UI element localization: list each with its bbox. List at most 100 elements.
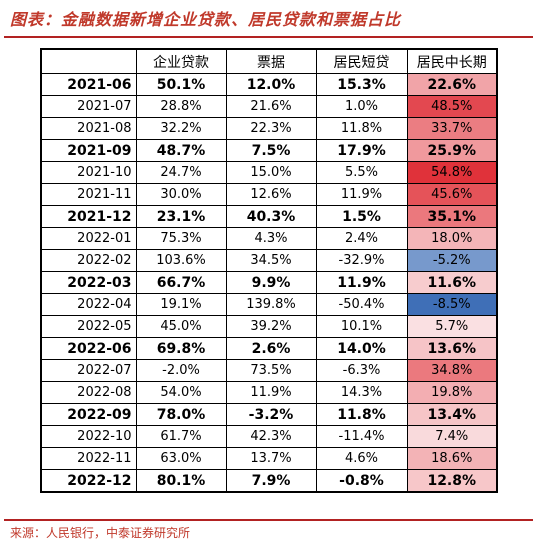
table-cell: 7.5% [225,139,317,162]
table-cell: 21.6% [225,95,317,118]
table-cell: 45.0% [135,315,227,338]
chart-title: 图表：金融数据新增企业贷款、居民贷款和票据占比 [10,10,402,29]
table-cell: 9.9% [225,271,317,294]
heat-cell: 18.0% [406,227,498,250]
table-cell: 39.2% [225,315,317,338]
heat-cell: 12.8% [406,469,498,493]
heat-cell: 5.7% [406,315,498,338]
table-cell: 12.0% [225,73,317,96]
table-row: 2022-02 103.6% 34.5% -32.9% -5.2% [40,249,498,272]
table-row: 2022-06 69.8% 2.6% 14.0% 13.6% [40,337,498,360]
table-cell: 30.0% [135,183,227,206]
table-cell: 15.0% [225,161,317,184]
heat-cell: 22.6% [406,73,498,96]
heat-cell: 35.1% [406,205,498,228]
heat-cell: 11.6% [406,271,498,294]
source-note: 来源：人民银行，中泰证券研究所 [10,526,191,540]
table-cell: 34.5% [225,249,317,272]
table-row: 2021-09 48.7% 7.5% 17.9% 25.9% [40,139,498,162]
table-cell: 139.8% [225,293,317,316]
table-body: 2021-06 50.1% 12.0% 15.3% 22.6% 2021-07 28.8% 2… [40,73,498,493]
table-row: 2022-09 78.0% -3.2% 11.8% 13.4% [40,403,498,426]
row-label: 2021-06 [40,73,137,96]
column-header-household-short-loans: 居民短贷 [315,48,408,74]
table-cell: 42.3% [225,425,317,448]
row-label: 2022-06 [40,337,137,360]
table-cell: 11.8% [315,403,408,426]
table-cell: 12.6% [225,183,317,206]
row-label: 2022-01 [40,227,137,250]
table-row: 2021-08 32.2% 22.3% 11.8% 33.7% [40,117,498,140]
table-cell: 103.6% [135,249,227,272]
top-rule [4,36,533,38]
table-cell: 14.3% [315,381,408,404]
table-row: 2022-03 66.7% 9.9% 11.9% 11.6% [40,271,498,294]
row-label: 2022-10 [40,425,137,448]
bottom-rule [4,519,533,521]
row-label: 2022-04 [40,293,137,316]
table-cell: 14.0% [315,337,408,360]
table-cell: 7.9% [225,469,317,493]
row-label: 2021-07 [40,95,137,118]
heat-cell: -8.5% [406,293,498,316]
table-cell: 54.0% [135,381,227,404]
table-cell: 75.3% [135,227,227,250]
table-row: 2021-06 50.1% 12.0% 15.3% 22.6% [40,73,498,96]
heat-cell: 13.4% [406,403,498,426]
table-cell: 73.5% [225,359,317,382]
row-label: 2021-09 [40,139,137,162]
table-cell: 15.3% [315,73,408,96]
row-label: 2022-08 [40,381,137,404]
data-table: 企业贷款 票据 居民短贷 居民中长期 2021-06 50.1% 12.0% 15.3… [40,48,498,493]
table-cell: 50.1% [135,73,227,96]
row-label: 2022-05 [40,315,137,338]
table-cell: -0.8% [315,469,408,493]
table-cell: 11.8% [315,117,408,140]
table-cell: -2.0% [135,359,227,382]
heat-cell: 7.4% [406,425,498,448]
table-cell: 48.7% [135,139,227,162]
table-cell: 2.4% [315,227,408,250]
table-cell: 80.1% [135,469,227,493]
table-row: 2022-12 80.1% 7.9% -0.8% 12.8% [40,469,498,493]
row-label: 2022-03 [40,271,137,294]
table-cell: 11.9% [315,271,408,294]
table-cell: 40.3% [225,205,317,228]
table-row: 2022-07 -2.0% 73.5% -6.3% 34.8% [40,359,498,382]
table-cell: -50.4% [315,293,408,316]
column-header-bills: 票据 [225,48,317,74]
table-cell: 17.9% [315,139,408,162]
column-header-blank [40,48,137,74]
table-row: 2022-10 61.7% 42.3% -11.4% 7.4% [40,425,498,448]
table-row: 2021-11 30.0% 12.6% 11.9% 45.6% [40,183,498,206]
table-cell: 1.0% [315,95,408,118]
row-label: 2022-11 [40,447,137,470]
heat-cell: 33.7% [406,117,498,140]
table-cell: 10.1% [315,315,408,338]
table-cell: 19.1% [135,293,227,316]
heat-cell: 25.9% [406,139,498,162]
table-cell: 32.2% [135,117,227,140]
table-cell: -11.4% [315,425,408,448]
table-row: 2022-04 19.1% 139.8% -50.4% -8.5% [40,293,498,316]
table-row: 2022-01 75.3% 4.3% 2.4% 18.0% [40,227,498,250]
table-cell: 11.9% [315,183,408,206]
heat-cell: -5.2% [406,249,498,272]
table-cell: 4.6% [315,447,408,470]
table-row: 2021-12 23.1% 40.3% 1.5% 35.1% [40,205,498,228]
table-cell: 78.0% [135,403,227,426]
row-label: 2022-12 [40,469,137,493]
heat-cell: 19.8% [406,381,498,404]
table-row: 2021-07 28.8% 21.6% 1.0% 48.5% [40,95,498,118]
table-row: 2022-08 54.0% 11.9% 14.3% 19.8% [40,381,498,404]
column-header-household-long-loans: 居民中长期 [406,48,498,74]
table-cell: 5.5% [315,161,408,184]
table-cell: 2.6% [225,337,317,360]
row-label: 2022-02 [40,249,137,272]
header-row: 企业贷款 票据 居民短贷 居民中长期 [40,48,498,74]
table-cell: 66.7% [135,271,227,294]
column-header-corporate-loans: 企业贷款 [135,48,227,74]
table-cell: -6.3% [315,359,408,382]
heat-cell: 45.6% [406,183,498,206]
row-label: 2021-12 [40,205,137,228]
